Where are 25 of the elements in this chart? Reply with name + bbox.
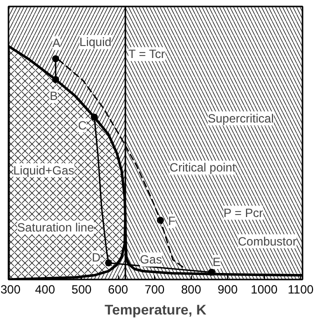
annotation: D [92, 250, 101, 265]
x-tick-label: 1000 [250, 282, 278, 296]
annotation: P = Pcr [223, 206, 263, 220]
annotation: E [212, 255, 221, 269]
annotation: Supercritical [208, 111, 274, 126]
x-tick-label: 700 [144, 282, 165, 296]
annotation: Saturation line [17, 220, 94, 235]
annotation: B [50, 89, 58, 104]
ref-line-label: T = Tcr [128, 47, 165, 62]
annotation: Liquid [79, 34, 112, 49]
annotation: A [52, 36, 60, 50]
x-tick-label: 900 [218, 282, 238, 296]
annotation: Liquid+Gas [13, 163, 74, 178]
x-tick-label: 1100 [288, 282, 314, 296]
annotation: C [78, 118, 87, 132]
x-tick-label: 400 [35, 282, 56, 296]
annotation: Gas [140, 252, 162, 267]
annotation: Combustor [238, 234, 297, 248]
x-tick-label: 300 [0, 282, 21, 296]
annotation: Critical point [170, 160, 236, 175]
annotation: F [168, 214, 176, 228]
x-tick-label: 500 [72, 282, 92, 296]
x-tick-label: 600 [108, 282, 128, 296]
x-tick-label: 800 [181, 282, 202, 296]
x-axis-title: Temperature, K [104, 302, 206, 318]
